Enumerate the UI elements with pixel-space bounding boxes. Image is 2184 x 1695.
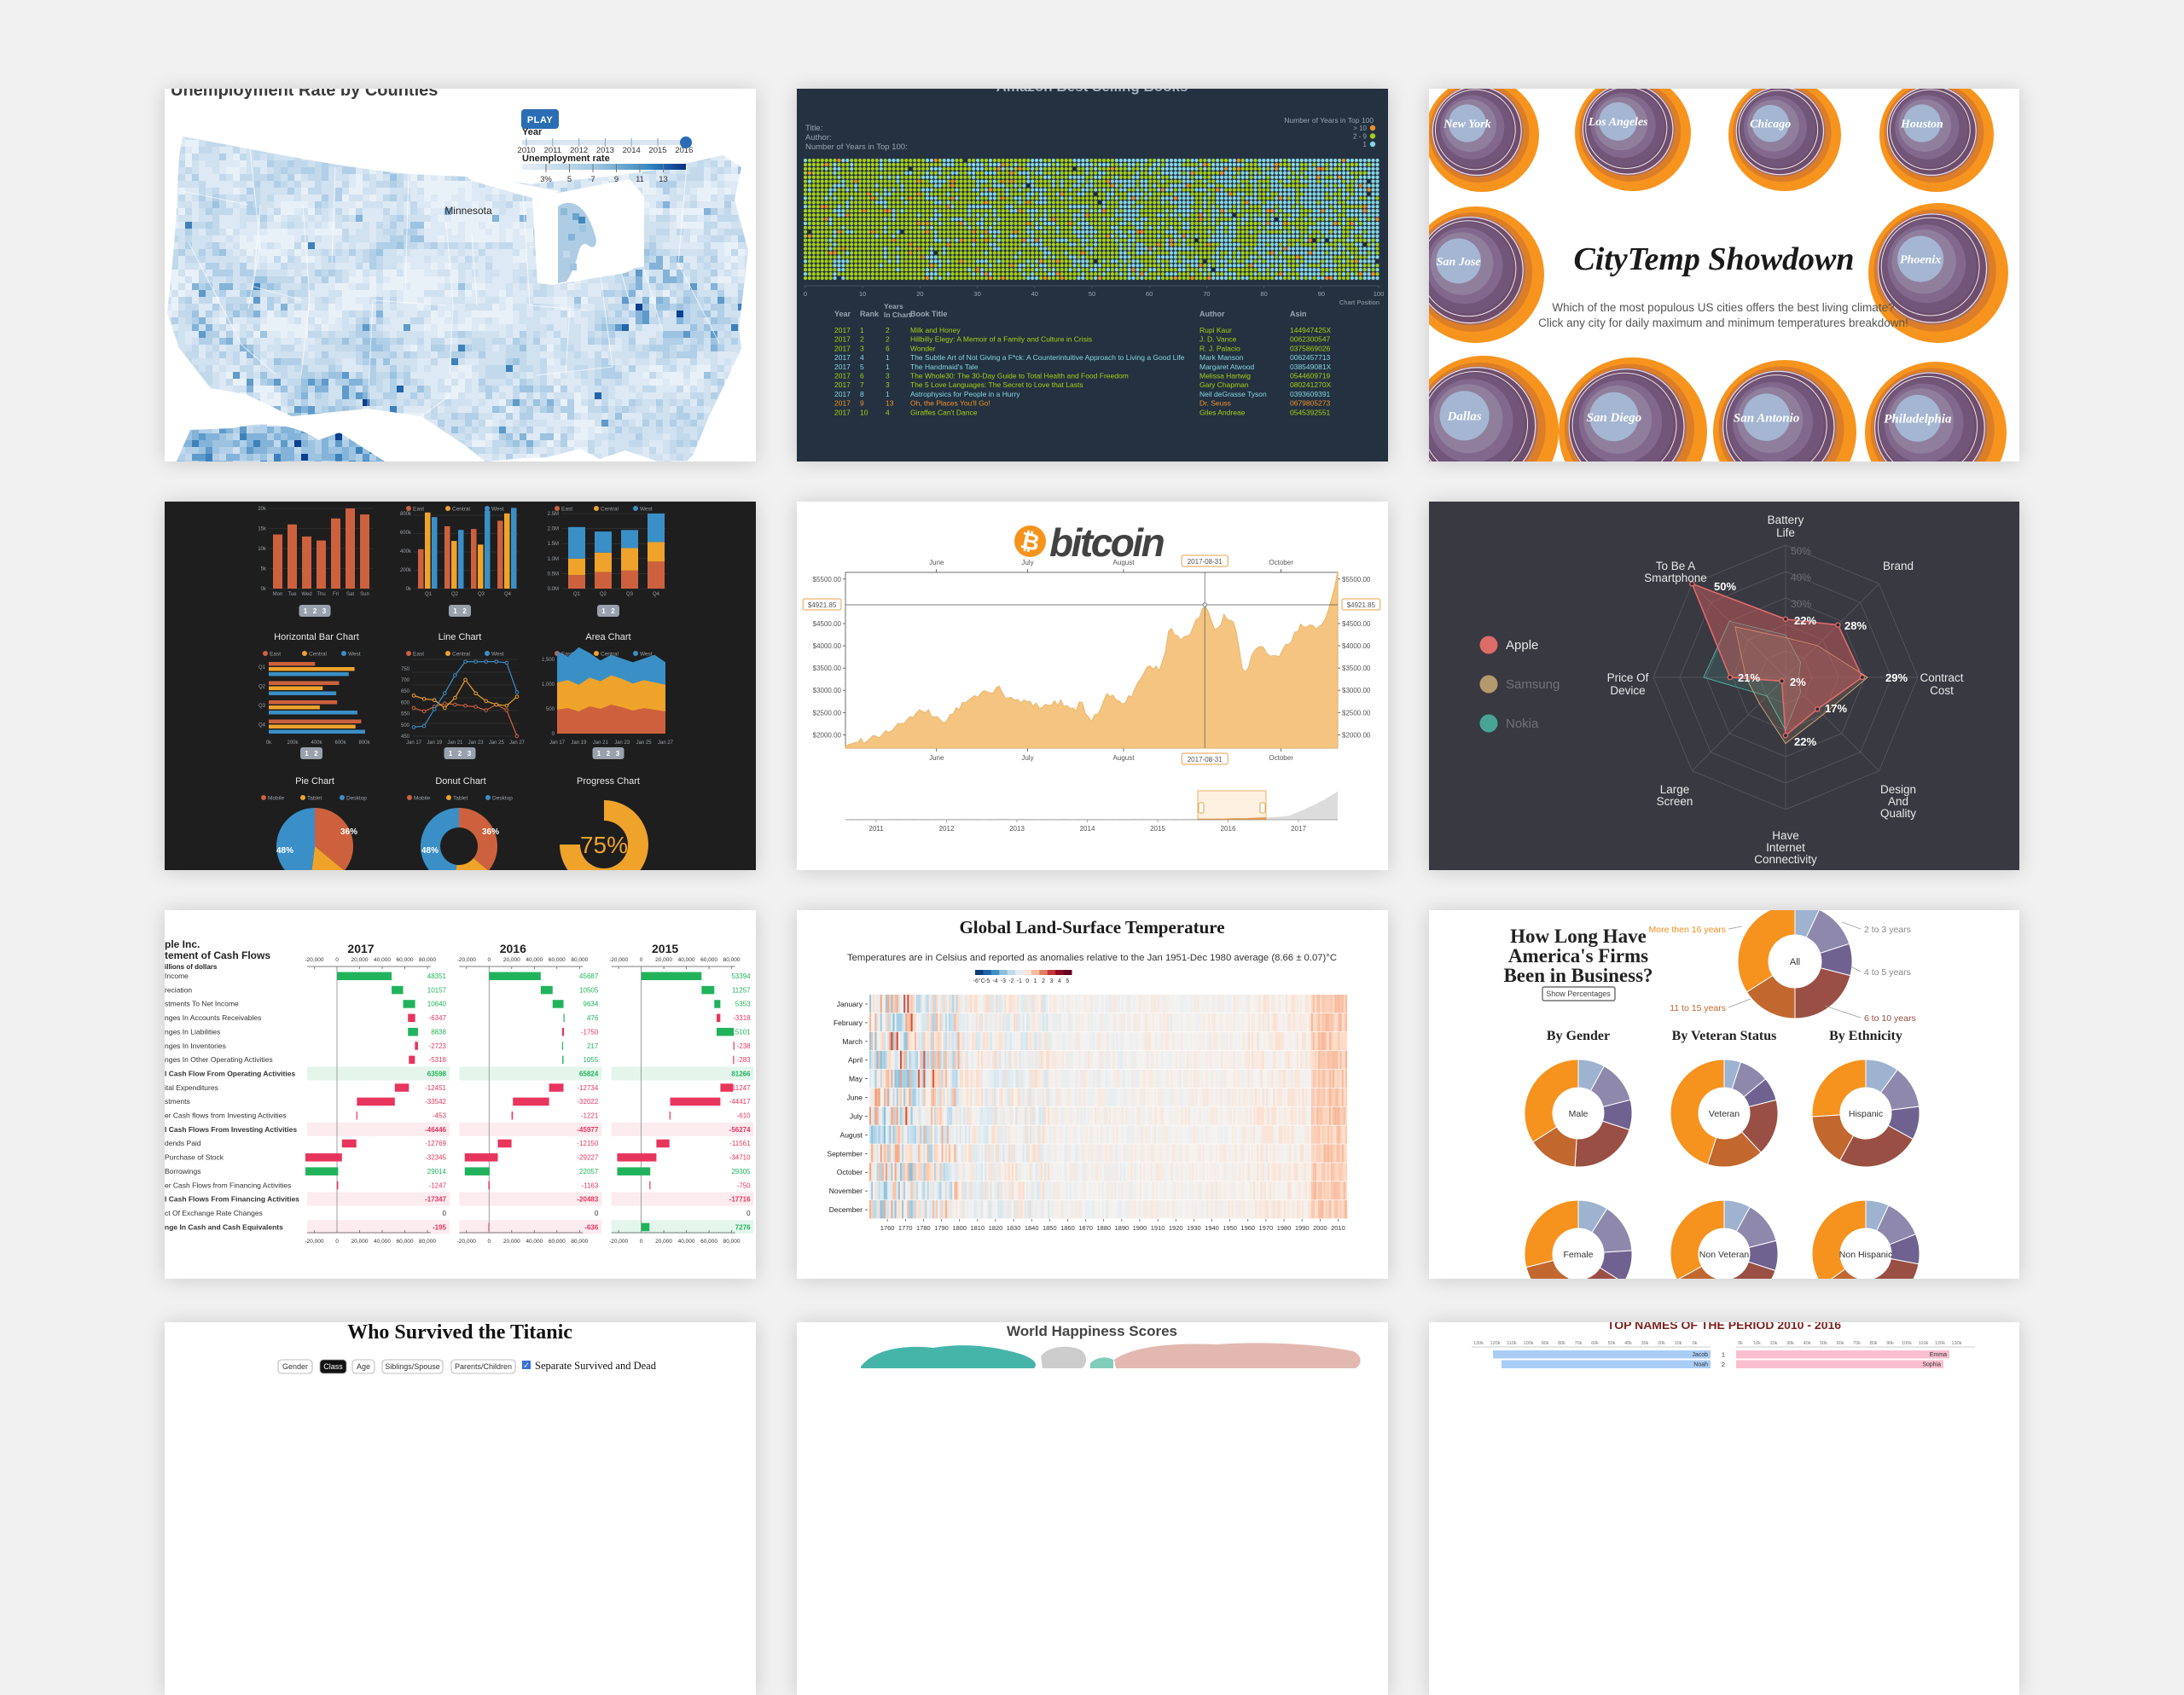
svg-text:2014: 2014 (623, 146, 641, 155)
svg-text:Number of Years in Top 100:: Number of Years in Top 100: (805, 142, 908, 152)
svg-text:Number of Years in Top 100: Number of Years in Top 100 (1284, 116, 1374, 125)
svg-text:Unemployment Rate by Counties: Unemployment Rate by Counties (171, 89, 438, 100)
svg-text:Author:: Author: (805, 133, 832, 142)
svg-text:Unemployment rate: Unemployment rate (522, 154, 610, 164)
svg-text:11: 11 (636, 175, 644, 184)
svg-text:Year: Year (522, 127, 543, 137)
svg-text:2015: 2015 (648, 146, 666, 155)
svg-text:Title:: Title: (805, 124, 822, 133)
svg-text:Amazon Best Selling Books: Amazon Best Selling Books (996, 89, 1188, 95)
svg-text:5: 5 (567, 175, 572, 184)
svg-text:PLAY: PLAY (527, 115, 553, 125)
svg-text:9: 9 (614, 175, 619, 184)
svg-text:2 - 9: 2 - 9 (1353, 133, 1368, 141)
svg-text:7: 7 (590, 175, 595, 184)
svg-text:1: 1 (1363, 141, 1368, 148)
svg-text:Minnesota: Minnesota (444, 205, 492, 217)
svg-text:13: 13 (659, 175, 668, 184)
svg-text:3%: 3% (540, 175, 552, 184)
svg-text:> 10: > 10 (1353, 125, 1367, 132)
